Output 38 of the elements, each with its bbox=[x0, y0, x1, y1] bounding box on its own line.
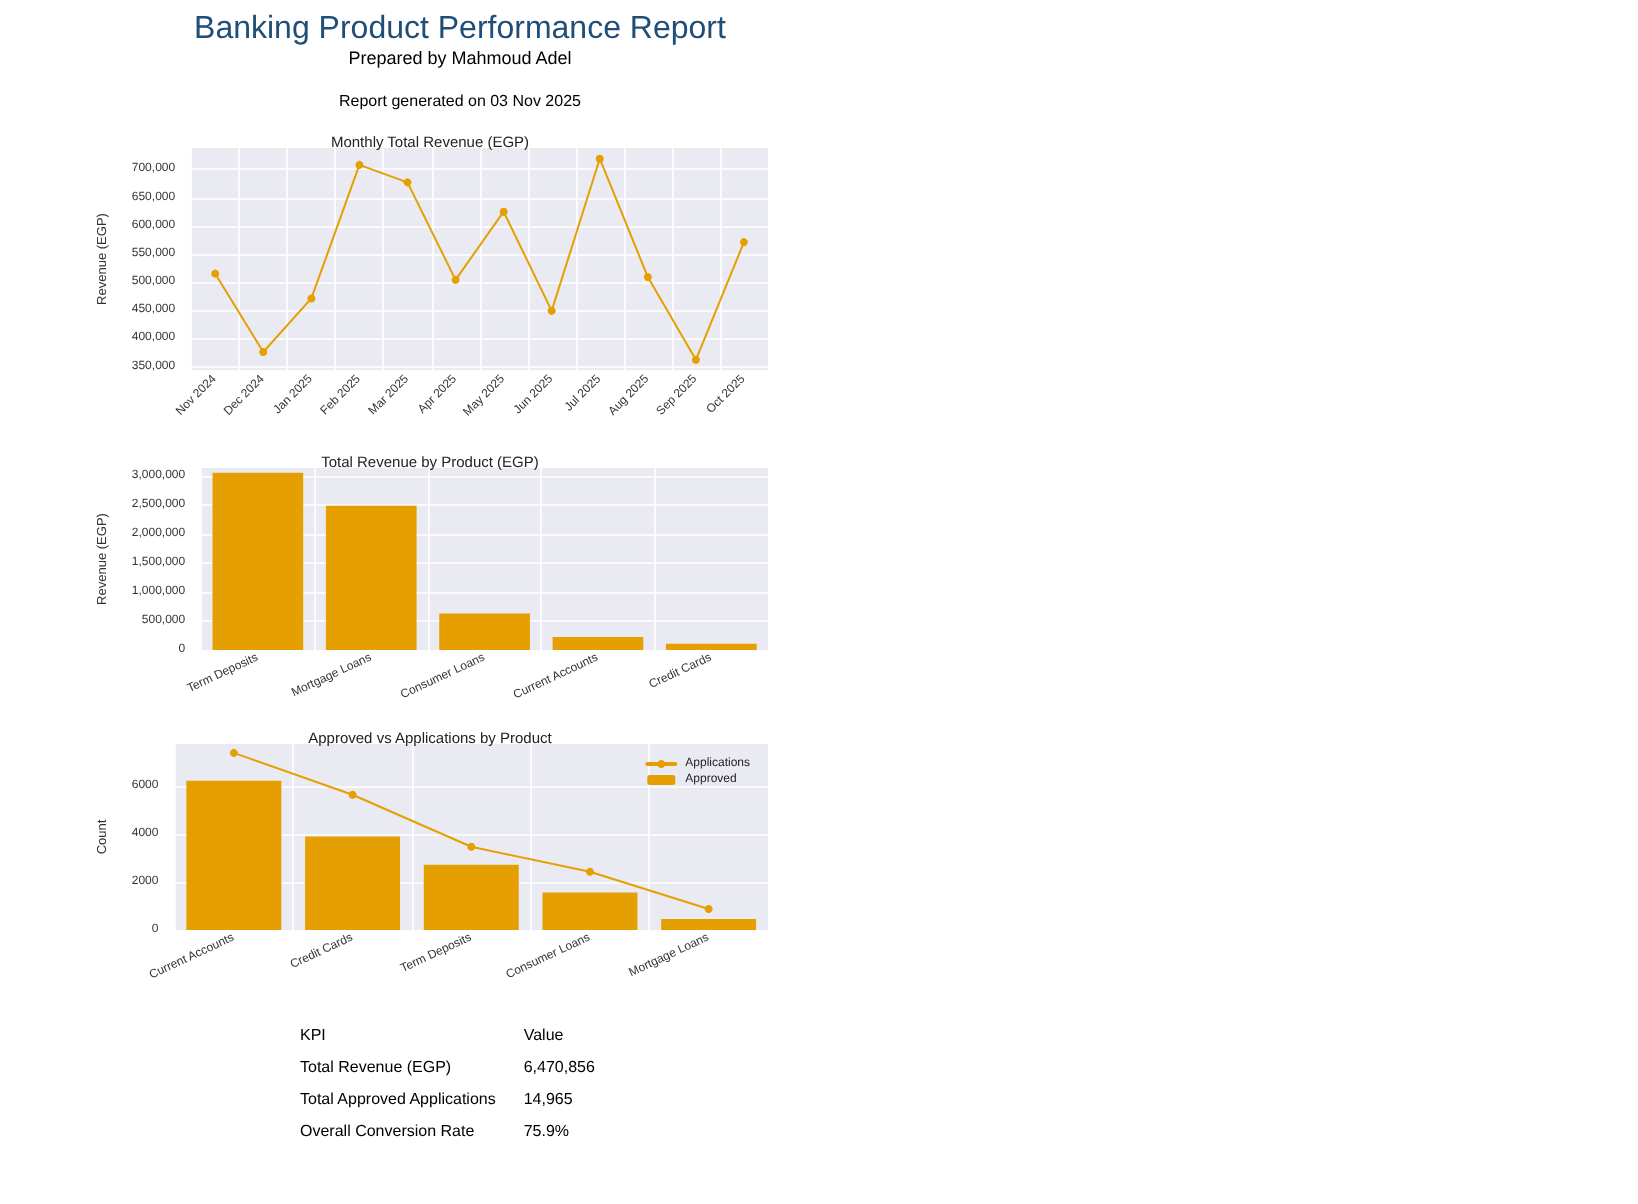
point bbox=[643, 273, 652, 282]
text: KPI bbox=[300, 1026, 328, 1044]
point bbox=[585, 867, 594, 876]
text: 14,965 bbox=[523, 1090, 575, 1108]
bar bbox=[325, 505, 417, 650]
text: 75.9% bbox=[523, 1122, 572, 1140]
bar bbox=[212, 472, 304, 650]
point bbox=[355, 160, 364, 169]
point bbox=[259, 347, 268, 356]
text: Value bbox=[523, 1026, 566, 1044]
bar bbox=[439, 613, 530, 650]
point bbox=[739, 238, 748, 247]
point bbox=[229, 748, 238, 757]
bar bbox=[661, 918, 757, 930]
point bbox=[307, 294, 316, 303]
point bbox=[403, 178, 412, 187]
point bbox=[499, 207, 508, 216]
text: 6,470,856 bbox=[523, 1058, 595, 1076]
point bbox=[348, 790, 357, 799]
point bbox=[451, 275, 460, 284]
text: Banking Product Performance Report bbox=[192, 12, 728, 48]
bar bbox=[552, 636, 644, 650]
point bbox=[467, 842, 476, 851]
point bbox=[211, 269, 220, 278]
point bbox=[547, 306, 556, 315]
bar bbox=[665, 643, 757, 650]
text: Prepared by Mahmoud Adel bbox=[346, 48, 574, 68]
bar bbox=[186, 780, 282, 930]
point bbox=[704, 905, 713, 914]
text: Total Revenue (EGP) bbox=[300, 1058, 454, 1076]
point bbox=[691, 355, 700, 364]
text: Overall Conversion Rate bbox=[300, 1122, 477, 1140]
bar bbox=[305, 836, 401, 930]
text: Report generated on 03 Nov 2025 bbox=[339, 92, 581, 110]
bar bbox=[542, 892, 638, 930]
bar bbox=[423, 864, 519, 930]
point bbox=[595, 154, 604, 163]
text: Total Approved Applications bbox=[300, 1090, 496, 1108]
